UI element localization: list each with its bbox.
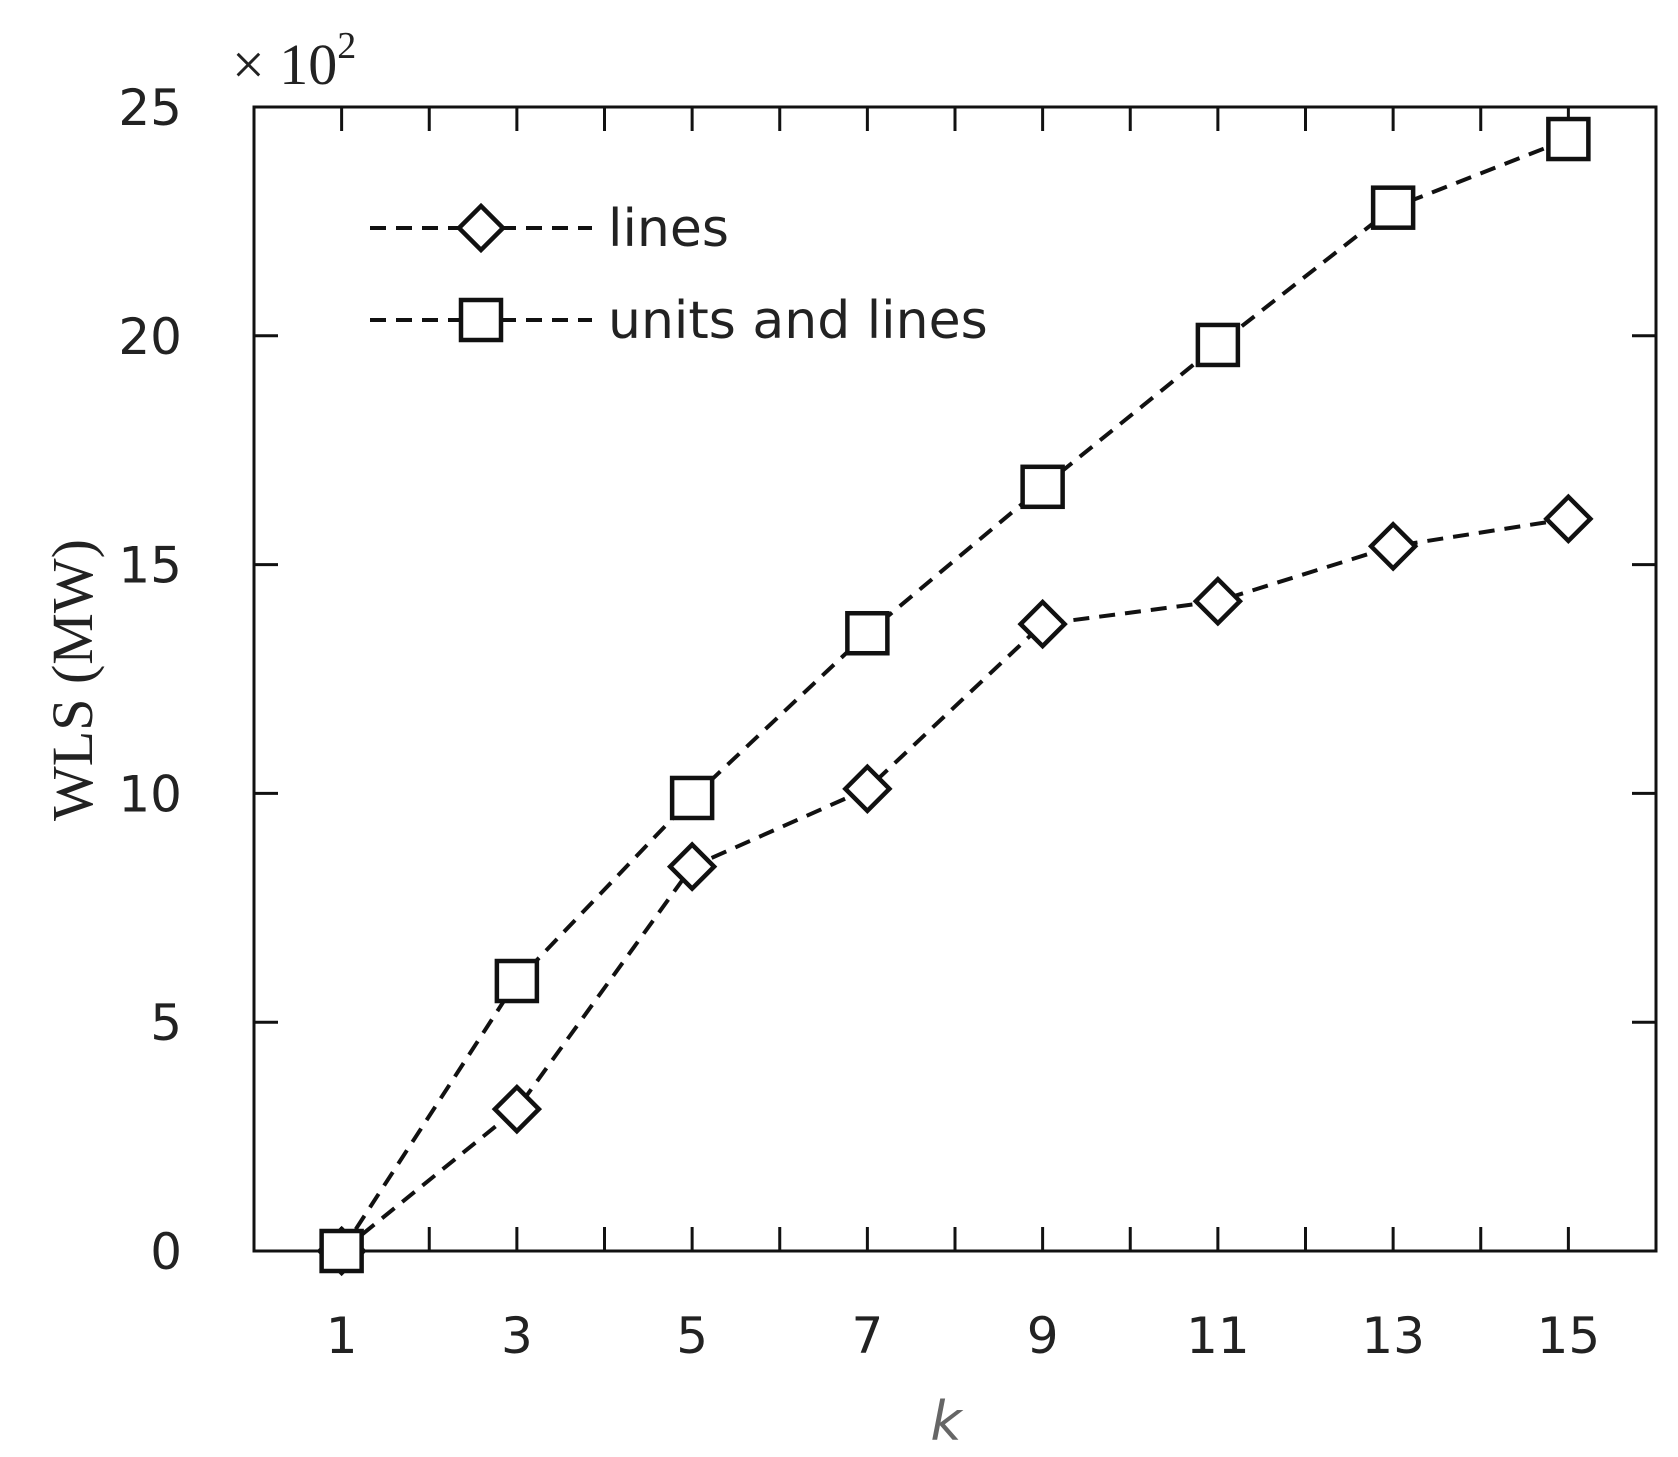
data-point-square bbox=[1195, 322, 1241, 368]
data-point-square bbox=[1370, 185, 1416, 230]
axis-ticks bbox=[254, 105, 1656, 1253]
legend-marker-diamond bbox=[455, 202, 507, 254]
data-point-square bbox=[1020, 464, 1065, 510]
data-point-diamond bbox=[1543, 493, 1594, 545]
series-line-diamond bbox=[340, 516, 1569, 1253]
x-tick-label: 1 bbox=[326, 1307, 358, 1365]
x-tick-label: 11 bbox=[1186, 1307, 1250, 1365]
legend-marker-square bbox=[458, 297, 504, 343]
data-point-diamond bbox=[1367, 521, 1419, 572]
series-diamond bbox=[316, 493, 1594, 1277]
series-layer bbox=[316, 116, 1594, 1277]
x-tick-label: 3 bbox=[501, 1307, 533, 1365]
data-point-diamond bbox=[1017, 598, 1068, 650]
series-line-square bbox=[339, 137, 1570, 1253]
x-axis-label: k bbox=[930, 1390, 964, 1453]
data-point-square bbox=[845, 610, 890, 656]
data-point-diamond bbox=[1192, 576, 1244, 627]
plot-area bbox=[252, 105, 1658, 1277]
y-tick-label: 25 bbox=[118, 79, 182, 137]
y-scale-note: × 102 bbox=[232, 25, 356, 97]
x-tick-label: 15 bbox=[1537, 1307, 1601, 1365]
data-point-square bbox=[494, 958, 540, 1004]
y-tick-label: 0 bbox=[150, 1223, 182, 1281]
legend-entry: units and lines bbox=[370, 291, 988, 351]
data-point-square bbox=[669, 775, 715, 821]
data-point-diamond bbox=[491, 1083, 543, 1135]
data-point-diamond bbox=[666, 841, 718, 892]
y-tick-label: 20 bbox=[118, 308, 182, 366]
legend-label: lines bbox=[608, 199, 729, 259]
y-tick-label: 5 bbox=[150, 994, 182, 1052]
plot-frame bbox=[252, 105, 1658, 1253]
x-tick-label: 5 bbox=[676, 1307, 708, 1365]
data-point-diamond bbox=[842, 763, 893, 815]
legend-label: units and lines bbox=[608, 291, 988, 351]
y-tick-label: 10 bbox=[118, 765, 182, 823]
x-tick-label: 9 bbox=[1027, 1307, 1059, 1365]
series-square bbox=[319, 116, 1591, 1274]
y-axis-label: WLS (MW) bbox=[40, 539, 105, 821]
x-tick-label: 7 bbox=[851, 1307, 883, 1365]
x-tick-label: 13 bbox=[1361, 1307, 1425, 1365]
y-tick-label: 15 bbox=[118, 537, 182, 595]
data-point-square bbox=[319, 1228, 364, 1274]
data-point-square bbox=[1546, 116, 1591, 162]
y-scale-exponent: 2 bbox=[337, 25, 356, 67]
legend-entry: lines bbox=[370, 199, 729, 259]
legend: lines units and lines bbox=[370, 199, 988, 351]
